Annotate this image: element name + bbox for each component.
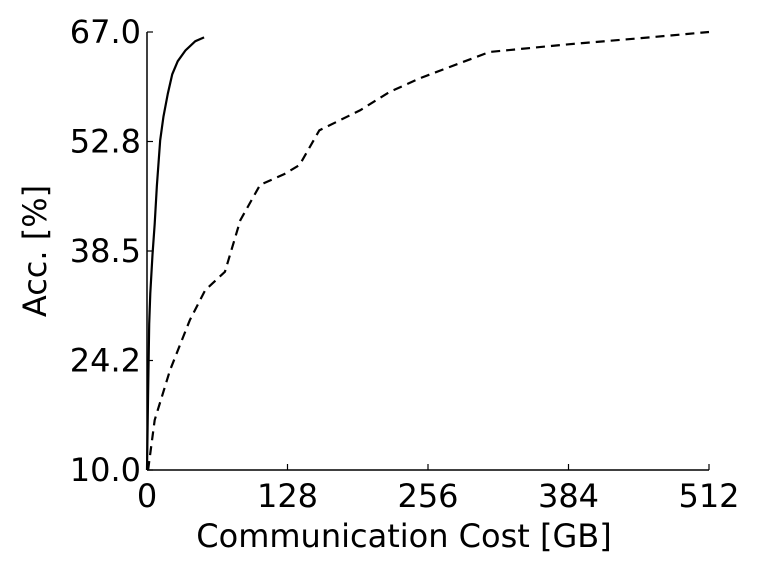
x-axis-label: Communication Cost [GB] (196, 517, 611, 555)
x-tick-label: 512 (678, 477, 739, 515)
y-tick-label: 10.0 (70, 451, 141, 489)
y-tick-label: 52.8 (70, 123, 141, 161)
line-series (145, 36, 205, 471)
x-tick-label: 384 (538, 477, 599, 515)
y-axis-label: Acc. [%] (16, 185, 54, 317)
x-tick-label: 128 (257, 477, 318, 515)
x-tick-label: 0 (137, 477, 157, 515)
line-series (147, 30, 710, 471)
x-tick-label: 256 (397, 477, 458, 515)
y-tick-label: 38.5 (70, 232, 141, 270)
y-tick-label: 67.0 (70, 13, 141, 51)
y-tick-label: 24.2 (70, 342, 141, 380)
